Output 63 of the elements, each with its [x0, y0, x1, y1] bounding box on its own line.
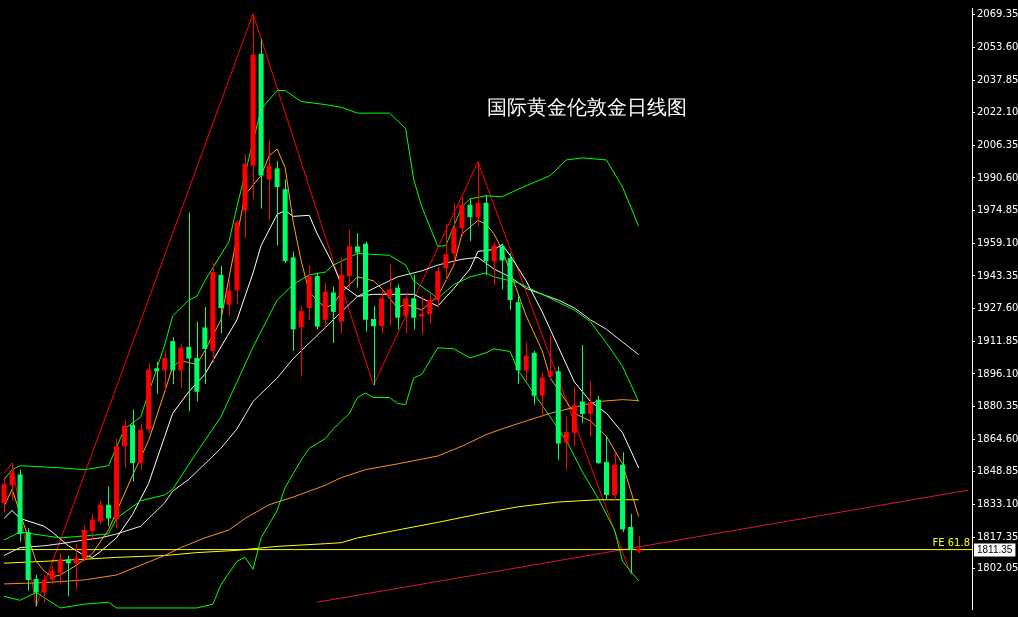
y-tick-label: 2006.35	[977, 138, 1018, 150]
candlestick	[547, 334, 553, 381]
candlestick	[354, 232, 360, 289]
text: 国际黄金伦敦金日线图	[487, 94, 687, 121]
y-tick-label: 1974.85	[977, 204, 1018, 216]
ref-line-label: FE 61.8	[932, 537, 970, 549]
y-tick-label: 2069.35	[977, 8, 1018, 20]
candlestick	[443, 223, 449, 282]
candlestick	[122, 419, 127, 469]
y-tick-label: 2037.85	[977, 73, 1018, 85]
y-tick-label: 1943.35	[977, 269, 1018, 281]
candlestick	[427, 293, 433, 325]
candlestick	[162, 350, 168, 393]
y-tick-label: 1848.85	[977, 465, 1018, 477]
y-tick-label: 1833.10	[977, 498, 1018, 510]
y-tick-label: 1864.60	[977, 432, 1018, 444]
y-tick-label: 1896.10	[977, 367, 1018, 379]
candlestick	[371, 305, 377, 386]
candlestick	[41, 574, 47, 603]
y-tick-label: 1817.35	[977, 530, 1018, 542]
candlestick	[1, 477, 7, 514]
candlestick	[49, 565, 55, 585]
candlestick	[178, 343, 184, 389]
y-tick-label: 1880.35	[977, 400, 1018, 412]
y-tick-label: 1959.10	[977, 236, 1018, 248]
candlestick	[89, 513, 95, 541]
candlestick	[202, 306, 208, 385]
candlestick	[226, 280, 232, 317]
candlestick	[419, 295, 425, 336]
y-tick-label: 1802.05	[977, 562, 1018, 574]
candlestick	[274, 160, 280, 247]
candlestick	[73, 543, 79, 590]
y-tick-label: 2053.60	[977, 40, 1018, 52]
candlestick	[411, 274, 417, 330]
candlestick	[491, 241, 497, 286]
y-tick-label: 2022.10	[977, 106, 1018, 118]
candlestick	[579, 344, 585, 424]
candlestick	[467, 198, 473, 242]
candlestick	[33, 574, 39, 607]
candlestick	[403, 291, 409, 334]
candlestick	[587, 380, 593, 438]
candlestick	[523, 341, 529, 383]
candlestick	[186, 212, 192, 412]
candlestick	[499, 243, 505, 290]
candlestick	[475, 161, 481, 227]
candlestick	[97, 499, 103, 525]
candlestick	[298, 305, 304, 377]
candlestick	[539, 371, 545, 418]
candlestick	[105, 485, 111, 527]
annotation: 1811.35	[977, 544, 1013, 556]
y-tick-label: 1927.60	[977, 302, 1018, 314]
candlestick	[154, 361, 160, 395]
candlestick	[9, 462, 15, 502]
y-tick-label: 1990.60	[977, 171, 1018, 183]
y-tick-label: 1911.85	[977, 334, 1018, 346]
candlestick	[459, 196, 465, 237]
candlestick	[266, 139, 272, 221]
candlestick	[563, 416, 569, 471]
candlestick	[387, 263, 393, 327]
candlestick	[628, 513, 634, 575]
candlestick	[330, 286, 336, 344]
candlestick	[57, 552, 63, 586]
candlestick	[65, 555, 71, 597]
